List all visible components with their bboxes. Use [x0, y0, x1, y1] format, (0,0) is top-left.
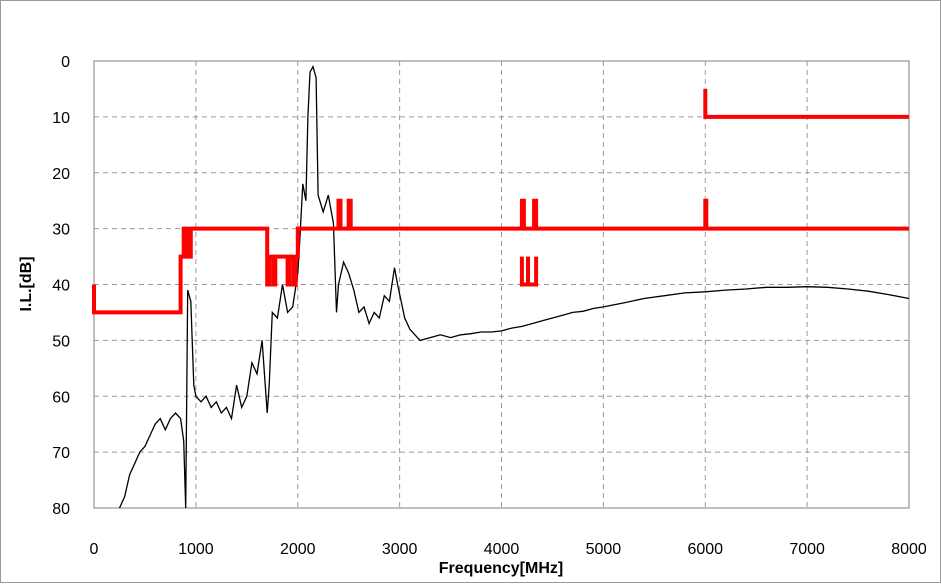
y-tick-label: 10	[52, 110, 70, 127]
y-tick-label: 60	[52, 389, 70, 406]
y-tick-labels: 0 10 20 30 40 50 60 70 80	[52, 54, 70, 518]
x-tick-label: 0	[90, 541, 99, 558]
x-tick-label: 4000	[484, 541, 520, 558]
x-tick-label: 8000	[891, 541, 927, 558]
spec-mask-segment	[703, 88, 909, 119]
y-tick-label: 80	[52, 501, 70, 518]
x-axis-title: Frequency[MHz]	[439, 560, 563, 577]
x-tick-labels: 0 1000 2000 3000 4000 5000 6000 7000 8000	[90, 541, 927, 558]
y-tick-label: 30	[52, 222, 70, 239]
y-tick-label: 50	[52, 333, 70, 350]
y-tick-label: 0	[61, 54, 70, 71]
x-tick-label: 7000	[789, 541, 825, 558]
x-tick-label: 3000	[382, 541, 418, 558]
y-axis-title: I.L.[dB]	[18, 256, 35, 311]
x-tick-label: 2000	[280, 541, 316, 558]
y-tick-label: 70	[52, 445, 70, 462]
x-tick-label: 6000	[687, 541, 723, 558]
y-tick-label: 40	[52, 278, 70, 295]
x-tick-label: 5000	[586, 541, 622, 558]
spec-mask-line	[92, 198, 909, 315]
measured-loss-line	[118, 64, 910, 509]
series-group	[92, 64, 910, 509]
y-tick-label: 20	[52, 166, 70, 183]
x-tick-label: 1000	[178, 541, 214, 558]
